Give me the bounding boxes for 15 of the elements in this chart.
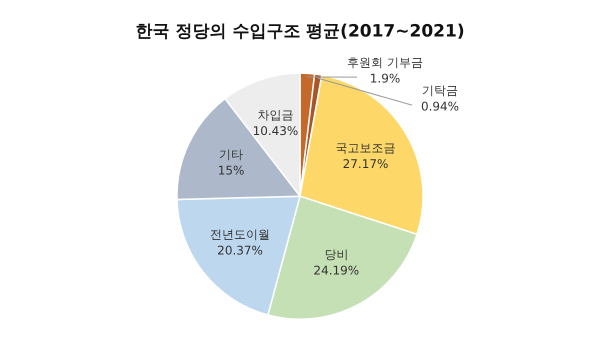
slice-label: 차입금 — [257, 108, 294, 122]
slice-label: 전년도이월 — [210, 228, 270, 242]
slice-label: 국고보조금 — [335, 141, 396, 156]
data-label: 20.37% — [217, 244, 263, 258]
data-label: 27.17% — [342, 157, 388, 172]
data-label: 15% — [218, 164, 244, 178]
data-label: 10.43% — [252, 124, 298, 138]
chart-title: 한국 정당의 수입구조 평균(2017~2021) — [135, 22, 465, 42]
slice-label: 기타 — [219, 148, 244, 162]
data-label: 24.19% — [313, 263, 360, 278]
slice-label: 후원회 기부금 — [347, 55, 423, 70]
data-label: 0.94% — [420, 99, 460, 114]
slice-label: 당비 — [324, 247, 348, 262]
data-label: 1.9% — [370, 71, 400, 86]
slice-label: 기탁금 — [422, 83, 458, 98]
